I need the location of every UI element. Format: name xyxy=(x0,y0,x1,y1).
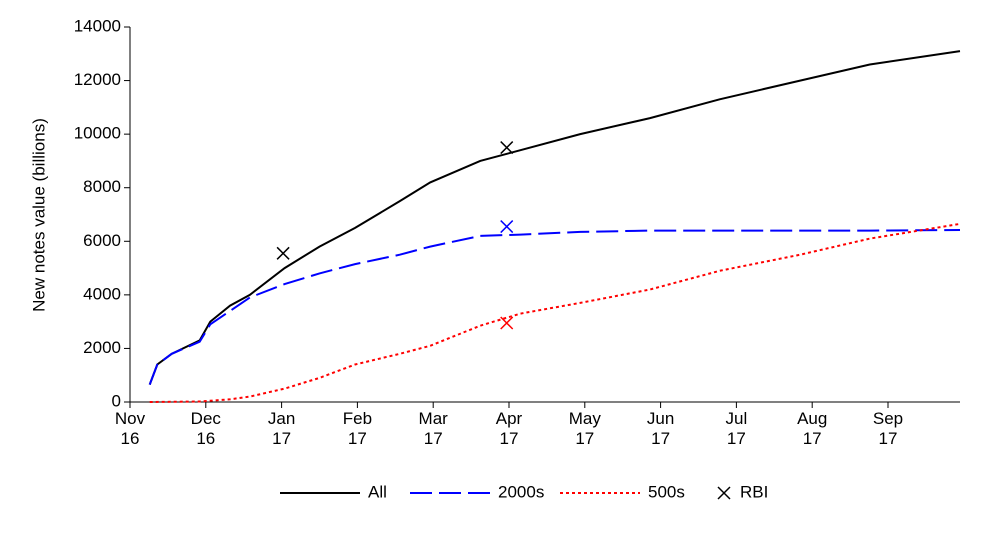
marker xyxy=(717,486,731,500)
x-tick-label-line: 17 xyxy=(803,429,822,448)
marker xyxy=(500,141,514,155)
x-tick-label-line: 17 xyxy=(424,429,443,448)
y-tick-label: 14000 xyxy=(74,16,121,35)
x-tick-label-line: Jun xyxy=(647,409,674,428)
x-tick-label-line: Sep xyxy=(873,409,903,428)
x-tick-label-line: Mar xyxy=(419,409,449,428)
y-tick-label: 8000 xyxy=(83,177,121,196)
x-tick-label: Jun 17 xyxy=(647,409,674,448)
legend-label: RBI xyxy=(740,482,768,501)
y-tick-label: 2000 xyxy=(83,338,121,357)
x-tick-label-line: Apr xyxy=(496,409,523,428)
x-tick-label-line: Feb xyxy=(343,409,372,428)
x-tick-label: May 17 xyxy=(569,409,602,448)
x-tick-label-line: 17 xyxy=(651,429,670,448)
marker xyxy=(500,316,514,330)
x-tick-label-line: 17 xyxy=(348,429,367,448)
x-tick-label-line: 17 xyxy=(727,429,746,448)
x-tick-label: Mar 17 xyxy=(419,409,449,448)
y-tick-label: 4000 xyxy=(83,284,121,303)
x-tick-label-line: Jul xyxy=(726,409,748,428)
x-tick-label-line: 17 xyxy=(879,429,898,448)
marker xyxy=(500,220,514,234)
x-tick-label-line: 17 xyxy=(272,429,291,448)
y-axis-label: New notes value (billions) xyxy=(29,118,48,312)
x-tick-label: Apr 17 xyxy=(496,409,523,448)
x-tick-label: Nov 16 xyxy=(115,409,146,448)
x-tick-label-line: Jan xyxy=(268,409,295,428)
x-tick-label-line: 17 xyxy=(500,429,519,448)
x-tick-label-line: 17 xyxy=(575,429,594,448)
legend-label: 2000s xyxy=(498,482,544,501)
legend-label: All xyxy=(368,482,387,501)
y-tick-label: 12000 xyxy=(74,70,121,89)
x-tick-label-line: 16 xyxy=(121,429,140,448)
x-tick-label: Feb 17 xyxy=(343,409,372,448)
y-tick-label: 10000 xyxy=(74,124,121,143)
x-tick-label: Dec 16 xyxy=(191,409,222,448)
x-tick-label: Jul 17 xyxy=(726,409,748,448)
y-tick-label: 6000 xyxy=(83,231,121,250)
x-tick-label-line: Aug xyxy=(797,409,827,428)
x-tick-label-line: 16 xyxy=(196,429,215,448)
line xyxy=(148,229,961,385)
x-tick-label-line: Dec xyxy=(191,409,222,428)
x-tick-label: Jan 17 xyxy=(268,409,295,448)
x-tick-label-line: May xyxy=(569,409,602,428)
y-tick-label: 0 xyxy=(112,391,121,410)
line xyxy=(148,50,961,385)
x-tick-label: Sep 17 xyxy=(873,409,903,448)
x-tick-label: Aug 17 xyxy=(797,409,827,448)
legend-label: 500s xyxy=(648,482,685,501)
x-tick-label-line: Nov xyxy=(115,409,146,428)
marker xyxy=(276,246,290,260)
line xyxy=(149,222,961,403)
